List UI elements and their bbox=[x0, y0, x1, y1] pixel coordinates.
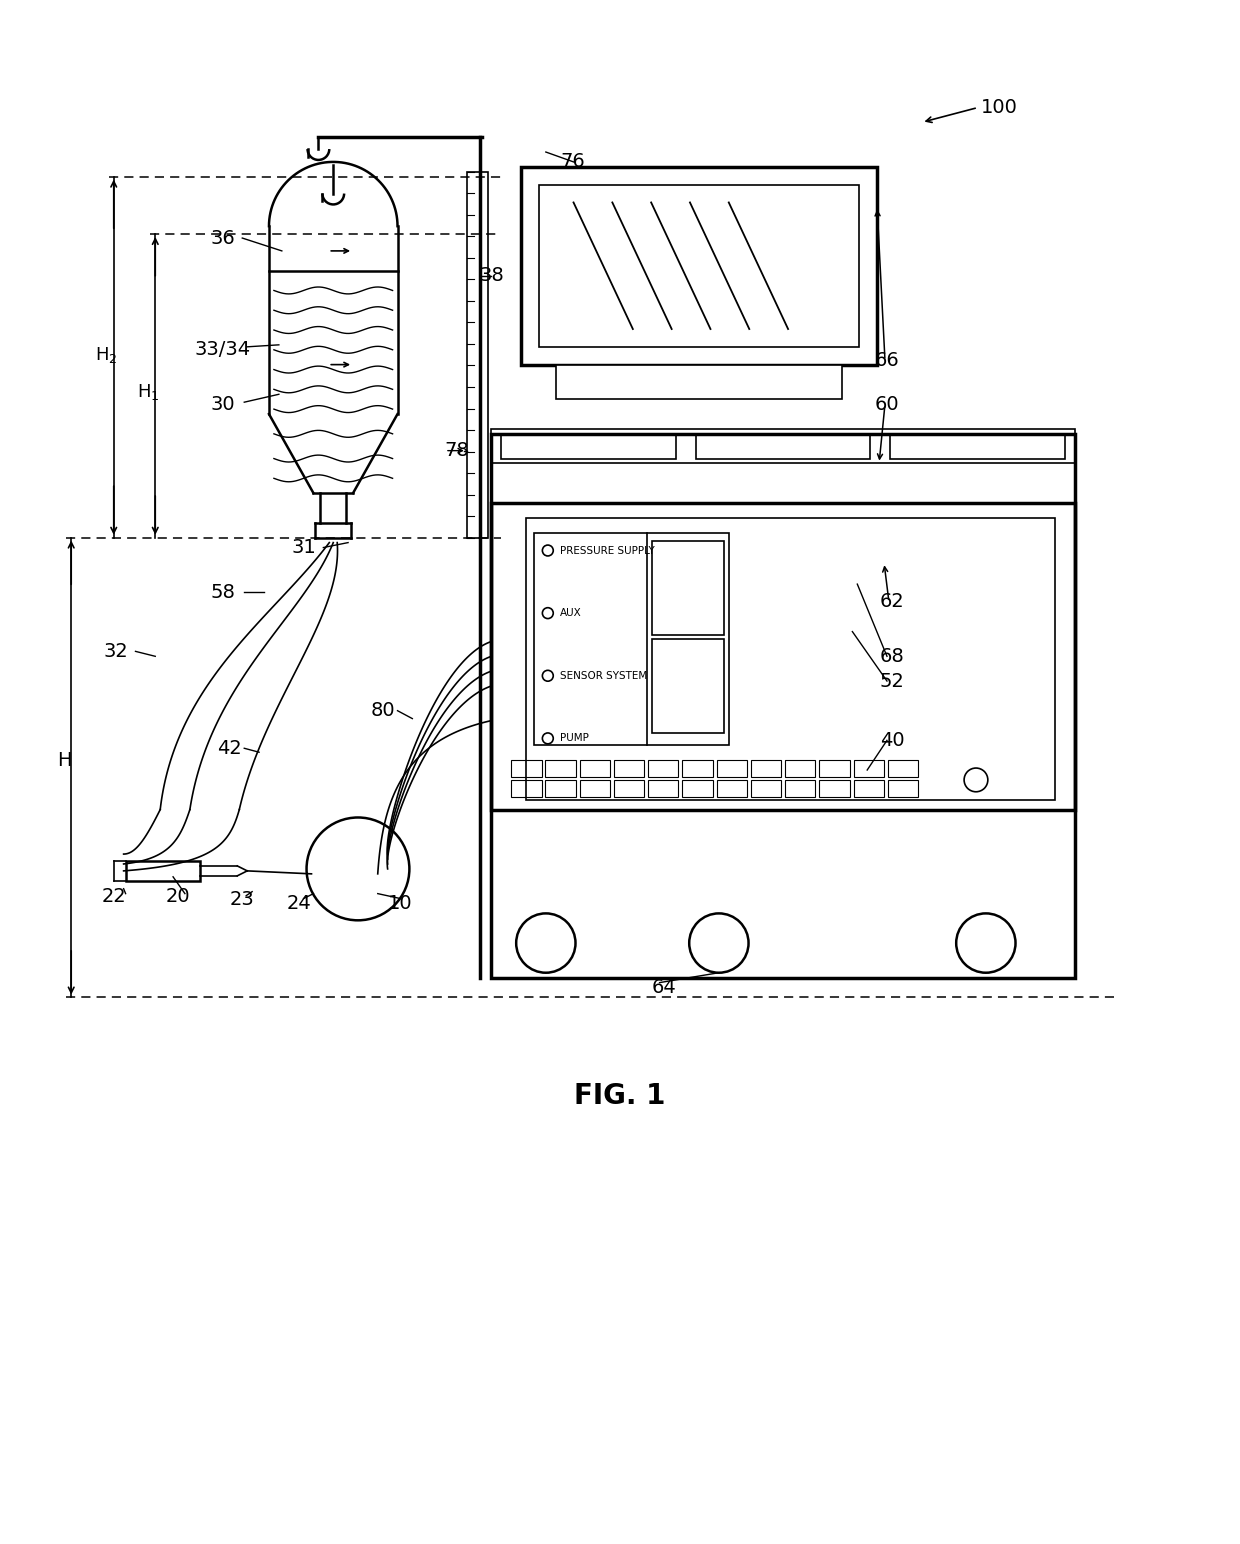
Bar bbox=[649, 760, 678, 777]
Text: 32: 32 bbox=[103, 642, 128, 661]
Text: 30: 30 bbox=[211, 395, 234, 414]
Bar bbox=[785, 760, 816, 777]
Text: FIG. 1: FIG. 1 bbox=[574, 1082, 666, 1110]
Bar bbox=[546, 780, 575, 797]
Text: 42: 42 bbox=[217, 738, 242, 758]
Bar bbox=[556, 364, 842, 400]
Bar bbox=[614, 760, 645, 777]
Text: PUMP: PUMP bbox=[559, 733, 589, 743]
Bar bbox=[853, 780, 884, 797]
Text: 38: 38 bbox=[479, 266, 503, 286]
Text: 24: 24 bbox=[286, 894, 311, 913]
Bar bbox=[501, 434, 676, 459]
Bar bbox=[652, 639, 724, 733]
Bar bbox=[579, 780, 610, 797]
Text: 66: 66 bbox=[874, 350, 899, 371]
Text: PRESSURE SUPPLY: PRESSURE SUPPLY bbox=[559, 545, 655, 556]
Bar bbox=[649, 780, 678, 797]
Text: SENSOR SYSTEM: SENSOR SYSTEM bbox=[559, 670, 647, 681]
Bar bbox=[820, 780, 849, 797]
Bar bbox=[526, 517, 1055, 800]
Text: H$_1$: H$_1$ bbox=[138, 383, 160, 403]
Bar bbox=[579, 760, 610, 777]
Bar bbox=[534, 533, 729, 746]
Text: 64: 64 bbox=[652, 977, 677, 997]
Bar bbox=[853, 760, 884, 777]
Bar bbox=[751, 780, 781, 797]
Bar bbox=[511, 760, 542, 777]
Bar bbox=[491, 503, 1075, 809]
Text: 62: 62 bbox=[879, 593, 904, 611]
Text: 68: 68 bbox=[879, 647, 904, 665]
Bar bbox=[820, 760, 849, 777]
Text: H$_2$: H$_2$ bbox=[94, 344, 117, 364]
Bar bbox=[614, 780, 645, 797]
Text: 40: 40 bbox=[879, 730, 904, 750]
Text: 52: 52 bbox=[879, 672, 904, 690]
Bar bbox=[785, 780, 816, 797]
Text: 76: 76 bbox=[560, 153, 585, 171]
Text: 22: 22 bbox=[102, 888, 126, 906]
Bar bbox=[521, 167, 877, 364]
Bar bbox=[125, 862, 200, 880]
Bar bbox=[652, 540, 724, 635]
Text: AUX: AUX bbox=[559, 608, 582, 618]
Bar bbox=[511, 780, 542, 797]
Text: 80: 80 bbox=[371, 701, 396, 720]
Bar bbox=[751, 760, 781, 777]
Text: 100: 100 bbox=[981, 97, 1018, 117]
Bar bbox=[682, 780, 713, 797]
Bar bbox=[546, 760, 575, 777]
Text: 31: 31 bbox=[291, 537, 316, 557]
Text: 10: 10 bbox=[388, 894, 413, 913]
Text: 23: 23 bbox=[229, 889, 254, 909]
Bar bbox=[888, 780, 918, 797]
Bar bbox=[717, 760, 746, 777]
Text: 78: 78 bbox=[444, 442, 469, 460]
Text: H: H bbox=[57, 750, 72, 769]
Bar bbox=[682, 760, 713, 777]
Bar bbox=[696, 434, 870, 459]
Bar bbox=[491, 429, 1075, 463]
Bar bbox=[890, 434, 1065, 459]
Text: 58: 58 bbox=[210, 582, 234, 602]
Bar bbox=[466, 171, 489, 537]
Text: 20: 20 bbox=[166, 888, 190, 906]
Bar bbox=[491, 434, 1075, 977]
Text: 60: 60 bbox=[874, 395, 899, 414]
Bar bbox=[717, 780, 746, 797]
Text: 33/34: 33/34 bbox=[195, 340, 250, 360]
Bar bbox=[539, 185, 859, 347]
Bar bbox=[888, 760, 918, 777]
Text: 36: 36 bbox=[210, 229, 234, 247]
